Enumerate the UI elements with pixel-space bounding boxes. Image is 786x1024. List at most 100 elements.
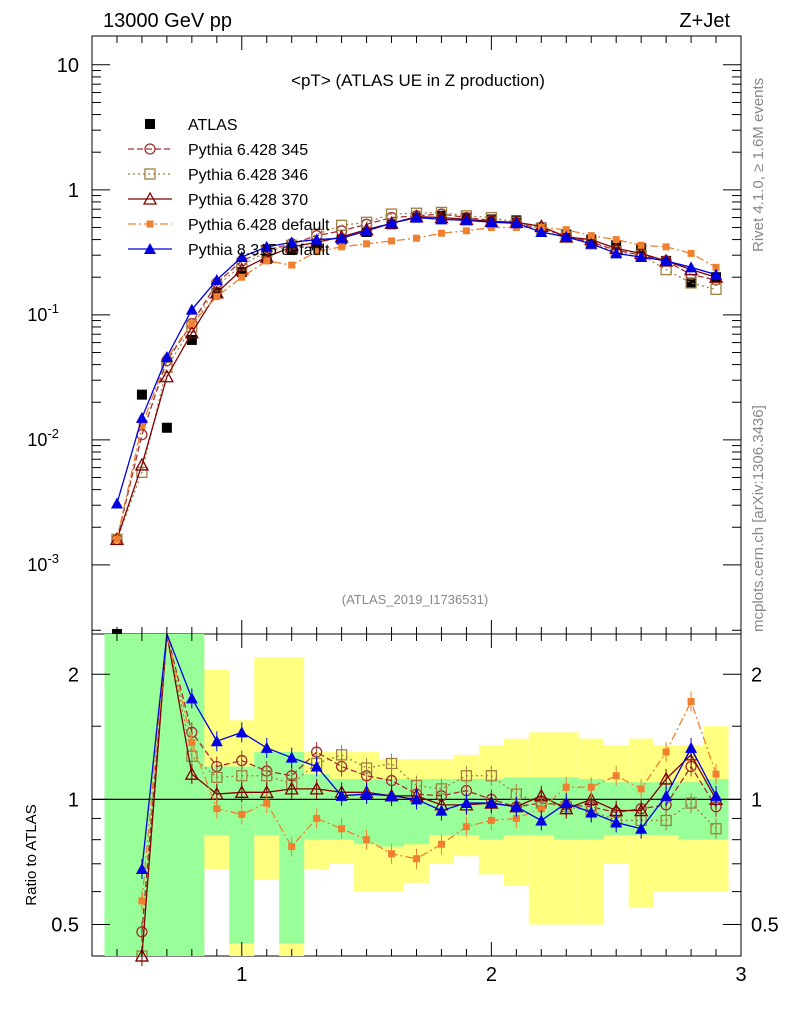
ratio-point-p8 <box>685 741 698 753</box>
band-green <box>179 634 205 956</box>
ratio-point-pdef6 <box>512 814 520 822</box>
legend-marker-p370 <box>142 191 158 205</box>
point-p8 <box>635 251 648 263</box>
ratio-point-p8 <box>635 822 648 834</box>
point-atlas <box>186 334 197 345</box>
ratio-line-pdef6 <box>141 633 717 901</box>
point-pdef6 <box>338 243 346 251</box>
point-p8 <box>360 224 373 236</box>
point-p8 <box>710 268 723 280</box>
point-pdef6 <box>687 249 695 257</box>
ratio-point-p8 <box>310 760 323 772</box>
ratio-point-pdef6 <box>238 810 246 818</box>
ratio-point-p370 <box>284 781 299 795</box>
ratio-line-p8 <box>141 633 717 870</box>
ratio-point-p8 <box>235 726 248 738</box>
ratio-point-p346 <box>385 757 398 770</box>
ratio-point-p8 <box>710 789 723 801</box>
ratio-point-p8 <box>260 741 273 753</box>
x-tick-label: 2 <box>486 964 497 986</box>
ratio-point-p346 <box>710 823 722 835</box>
ratio-point-p8 <box>660 789 673 801</box>
legend-label: ATLAS <box>188 117 238 134</box>
ratio-point-pdef6 <box>537 805 545 813</box>
point-atlas <box>686 277 697 288</box>
ratio-point-pdef6 <box>562 783 570 791</box>
ratio-point-p8 <box>285 751 298 763</box>
ratio-point-p346 <box>685 797 697 809</box>
ratio-point-p346 <box>460 770 473 782</box>
ratio-point-p8 <box>610 816 623 828</box>
legend-marker-atlas <box>145 119 155 129</box>
point-atlas <box>136 389 147 400</box>
ratio-point-pdef6 <box>413 855 420 863</box>
point-p8 <box>260 240 273 252</box>
point-pdef6 <box>487 223 495 231</box>
point-atlas <box>311 240 322 251</box>
point-pdef6 <box>712 263 720 271</box>
ratio-point-pdef6 <box>138 897 146 905</box>
point-pdef6 <box>138 422 146 430</box>
ratio-point-pdef6 <box>587 783 595 791</box>
ratio-point-p346 <box>435 783 448 795</box>
point-p8 <box>210 273 223 285</box>
point-p370 <box>134 457 150 471</box>
legend-marker-p345 <box>144 143 156 155</box>
x-tick-label: 3 <box>735 964 746 986</box>
ratio-point-pdef6 <box>288 843 296 851</box>
point-pdef6 <box>363 240 371 248</box>
point-p8 <box>110 497 123 509</box>
ratio-point-p8 <box>510 800 523 812</box>
ratio-point-p8 <box>485 797 498 809</box>
ratio-point-pdef6 <box>338 825 346 833</box>
ratio-point-p8 <box>335 789 348 801</box>
point-pdef6 <box>263 257 271 265</box>
main-title: <pT> (ATLAS UE in Z production) <box>291 71 545 90</box>
point-pdef6 <box>413 234 420 242</box>
legend-label: Pythia 8.315 default <box>188 242 330 259</box>
legend-label: Pythia 6.428 default <box>188 217 330 234</box>
point-atlas <box>161 422 172 433</box>
point-p8 <box>535 225 548 237</box>
ratio-point-pdef6 <box>363 836 371 844</box>
y-tick-label: 10-2 <box>27 426 59 450</box>
legend-marker-p8 <box>144 243 156 254</box>
ratio-y-tick-label-right: 1 <box>751 789 762 811</box>
y-tick-label: 10-3 <box>27 551 59 575</box>
point-pdef6 <box>637 241 645 249</box>
point-p8 <box>185 303 198 315</box>
ratio-point-p8 <box>460 797 473 809</box>
ratio-point-pdef6 <box>637 785 645 793</box>
ratio-point-p8 <box>410 793 423 805</box>
legend-label: Pythia 6.428 346 <box>188 167 308 184</box>
ratio-line-p346 <box>141 633 717 957</box>
ratio-point-pdef6 <box>487 816 495 824</box>
point-pdef6 <box>612 236 620 244</box>
ratio-point-p370 <box>634 803 649 817</box>
ratio-point-p8 <box>585 806 598 818</box>
ratio-point-p8 <box>385 789 398 801</box>
ratio-y-tick-label: 0.5 <box>51 915 79 937</box>
point-p8 <box>460 214 473 226</box>
point-p370 <box>159 369 174 383</box>
point-pdef6 <box>313 248 321 256</box>
point-pdef6 <box>388 237 396 245</box>
ratio-point-pdef6 <box>687 698 695 706</box>
point-p8 <box>160 351 173 363</box>
ratio-point-pdef6 <box>462 823 470 831</box>
ratio-point-p346 <box>360 762 373 774</box>
ratio-point-p8 <box>435 804 448 816</box>
point-pdef6 <box>662 243 670 251</box>
band-green <box>104 634 130 956</box>
y-tick-label: 10 <box>57 55 79 77</box>
ratio-point-p346 <box>660 814 672 827</box>
point-pdef6 <box>188 320 196 328</box>
point-p8 <box>385 217 398 229</box>
point-pdef6 <box>437 229 445 237</box>
ratio-y-label: Ratio to ATLAS <box>23 804 40 905</box>
x-tick-label: 1 <box>236 964 247 986</box>
point-p8 <box>510 217 523 229</box>
point-pdef6 <box>113 535 121 543</box>
point-p8 <box>485 216 498 228</box>
